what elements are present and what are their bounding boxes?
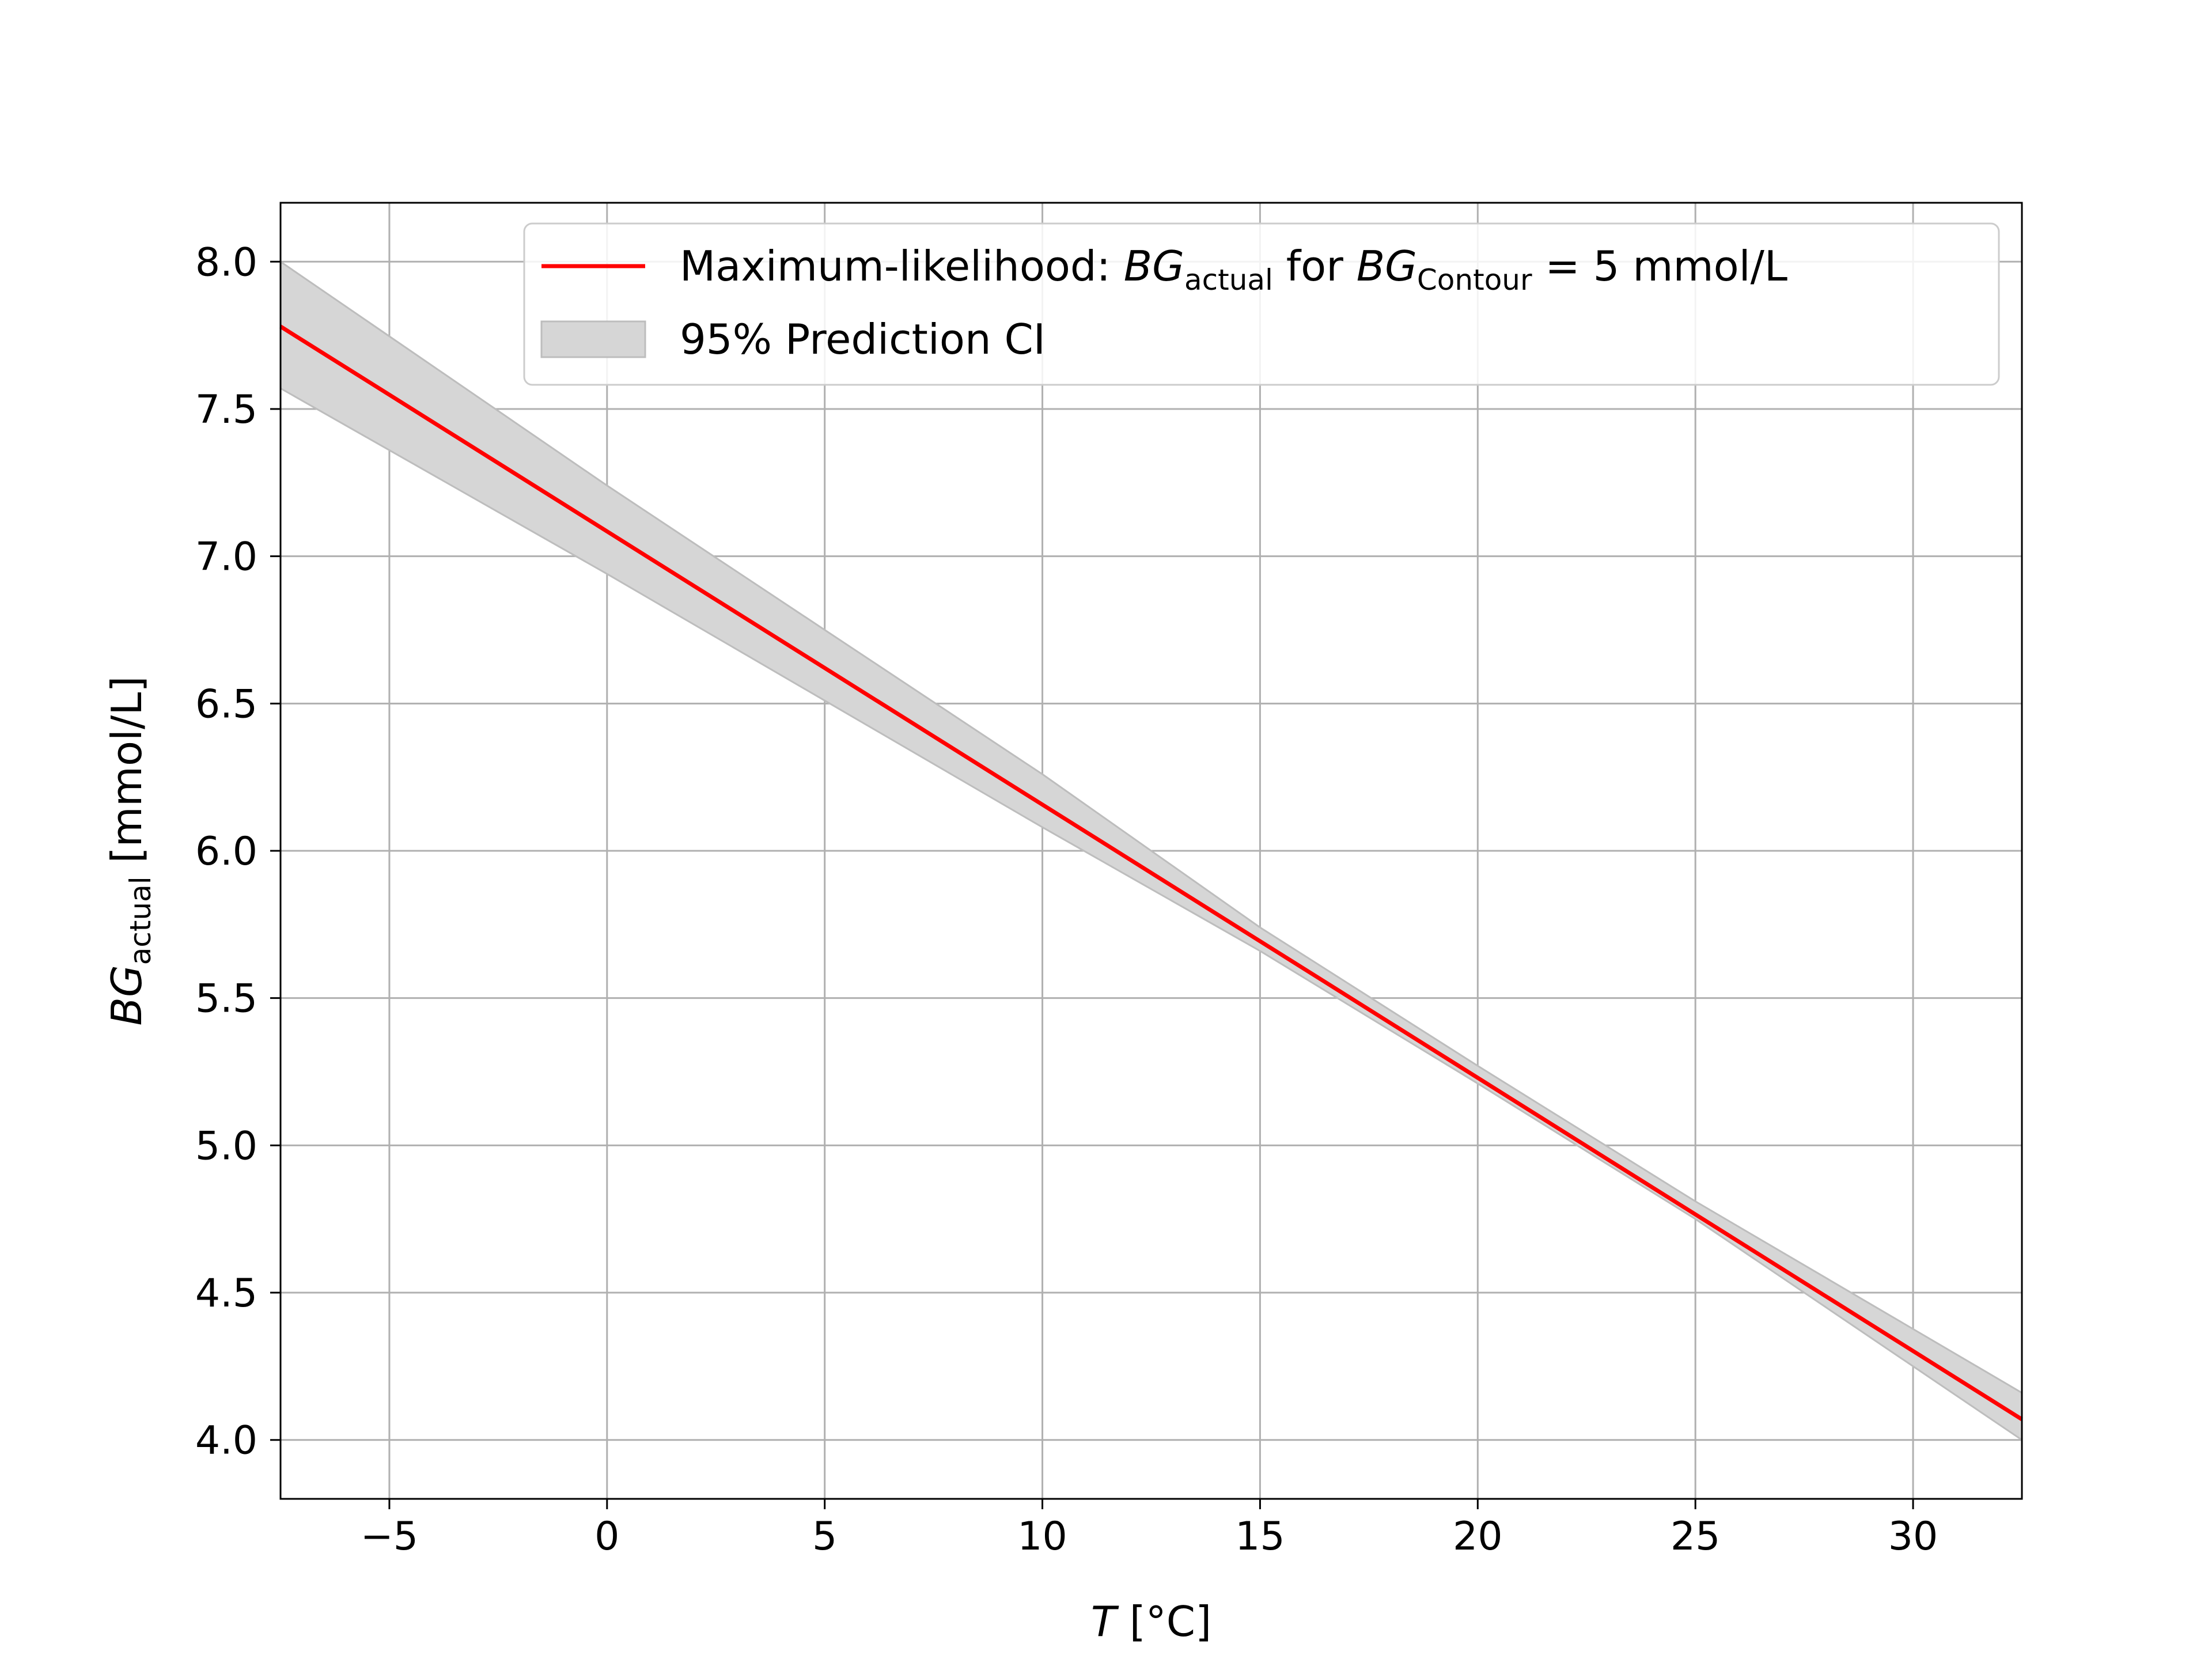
x-tick-label: 10 — [1017, 1514, 1067, 1559]
y-tick-label: 5.5 — [195, 976, 257, 1022]
x-tick-label: −5 — [361, 1514, 418, 1559]
x-axis-unit: [°C] — [1116, 1597, 1211, 1646]
y-tick-label: 8.0 — [195, 240, 257, 285]
legend-label-ml: Maximum-likelihood: BGactual for BGConto… — [680, 242, 1787, 297]
x-tick-label: 20 — [1453, 1514, 1503, 1559]
y-tick-label: 5.0 — [195, 1123, 257, 1169]
legend-label-ci: 95% Prediction CI — [680, 315, 1046, 363]
y-axis-symbol: BG — [103, 965, 151, 1025]
legend-box — [523, 222, 2000, 386]
y-axis-title: BGactual [mmol/L] — [103, 676, 157, 1026]
maximum-likelihood-line — [279, 324, 2023, 1421]
x-tick-label: 25 — [1671, 1514, 1721, 1559]
y-gridlines — [281, 260, 2022, 1441]
legend: Maximum-likelihood: BGactual for BGConto… — [523, 222, 2000, 386]
legend-ml-sym1: BG — [1124, 242, 1184, 290]
x-tick-label: 30 — [1888, 1514, 1938, 1559]
x-axis-ticks: −5 0 5 10 15 20 25 30 — [361, 1499, 1938, 1559]
x-tick-label: 5 — [812, 1514, 837, 1559]
y-tick-label: 4.5 — [195, 1271, 257, 1316]
legend-ml-sym2: BG — [1357, 242, 1417, 290]
x-axis-symbol: T — [1091, 1597, 1119, 1646]
y-tick-label: 6.0 — [195, 829, 257, 874]
y-tick-label: 7.0 — [195, 535, 257, 580]
x-tick-label: 0 — [594, 1514, 619, 1559]
legend-ml-mid: for — [1273, 242, 1357, 290]
legend-ml-sub1: actual — [1184, 263, 1273, 297]
legend-ml-prefix: Maximum-likelihood: — [680, 242, 1124, 290]
y-axis-ticks: 4.0 4.5 5.0 5.5 6.0 6.5 7.0 7.5 8.0 — [195, 240, 281, 1464]
legend-ml-suffix: = 5 mmol/L — [1532, 242, 1788, 290]
y-tick-label: 7.5 — [195, 387, 257, 433]
x-tick-label: 15 — [1235, 1514, 1285, 1559]
y-axis-unit: [mmol/L] — [103, 676, 151, 877]
y-tick-label: 4.0 — [195, 1418, 257, 1464]
legend-band-swatch — [540, 320, 646, 358]
x-axis-title: T [°C] — [1091, 1597, 1211, 1646]
y-tick-label: 6.5 — [195, 681, 257, 727]
y-axis-subscript: actual — [124, 876, 157, 965]
legend-ml-sub2: Contour — [1417, 263, 1532, 297]
